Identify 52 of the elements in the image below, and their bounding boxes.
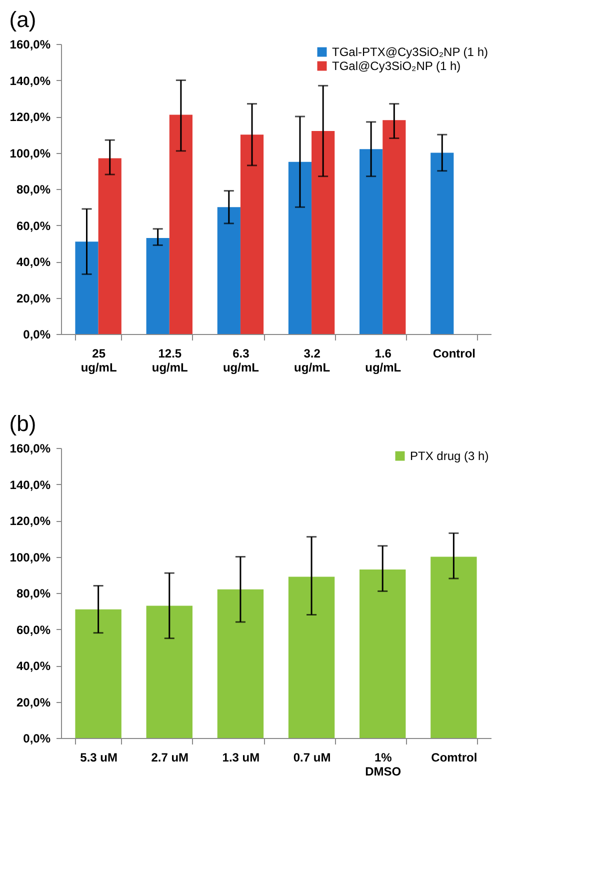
- y-tick-label: 160,0%: [10, 38, 51, 52]
- bar: [75, 609, 122, 738]
- x-tick-label: 25 ug/mL: [80, 346, 117, 374]
- bar: [312, 131, 335, 334]
- y-tick-label: 160,0%: [10, 442, 51, 456]
- x-tick-label: 12.5 ug/mL: [152, 346, 188, 374]
- bar: [430, 556, 477, 738]
- y-tick-label: 120,0%: [10, 514, 51, 528]
- y-tick-label: 80,0%: [16, 586, 51, 600]
- bar: [360, 569, 406, 738]
- x-tick-label: 1.6 ug/mL: [365, 346, 402, 374]
- bar: [430, 152, 454, 334]
- y-tick-label: 60,0%: [16, 218, 51, 233]
- y-tick-label: 100,0%: [10, 550, 51, 564]
- bar: [288, 576, 335, 738]
- legend-label: TGal@Cy3SiO₂NP (1 h): [332, 59, 461, 73]
- x-tick-label: 5.3 uM: [80, 750, 118, 764]
- y-tick-label: 0,0%: [23, 328, 51, 342]
- bar: [146, 606, 192, 738]
- bar: [382, 120, 406, 334]
- y-tick-label: 0,0%: [23, 732, 51, 746]
- y-tick-label: 60,0%: [16, 622, 51, 637]
- x-tick-label: 1.3 uM: [222, 750, 260, 764]
- y-tick-label: 100,0%: [10, 146, 51, 160]
- bar: [240, 134, 264, 334]
- bar: [98, 158, 122, 334]
- bar: [146, 238, 170, 334]
- y-tick-label: 40,0%: [16, 659, 51, 673]
- x-tick-label: 2.7 uM: [151, 750, 189, 764]
- bar: [360, 149, 383, 334]
- x-tick-label: 3.2 ug/mL: [294, 346, 330, 374]
- y-tick-label: 20,0%: [16, 695, 51, 710]
- bar: [75, 242, 98, 334]
- legend-label: PTX drug (3 h): [410, 449, 489, 463]
- bar: [169, 114, 192, 334]
- x-tick-label: 1% DMSO: [365, 750, 402, 778]
- x-tick-label: 0.7 uM: [293, 750, 331, 764]
- y-tick-label: 140,0%: [10, 74, 51, 88]
- x-tick-label: 6.3 ug/mL: [222, 346, 259, 374]
- chart-title: (a): [9, 7, 36, 32]
- x-tick-label: Control: [432, 346, 476, 360]
- y-tick-label: 120,0%: [10, 110, 51, 124]
- y-tick-label: 40,0%: [16, 255, 51, 269]
- x-tick-label: Comtrol: [431, 750, 478, 764]
- bar: [217, 207, 240, 334]
- y-tick-label: 80,0%: [16, 182, 51, 196]
- y-tick-label: 140,0%: [10, 478, 51, 492]
- y-tick-label: 20,0%: [16, 291, 51, 306]
- chart-title: (b): [9, 411, 36, 436]
- bar: [288, 162, 312, 334]
- legend-label: TGal-PTX@Cy3SiO₂NP (1 h): [332, 45, 488, 59]
- bar: [217, 589, 264, 738]
